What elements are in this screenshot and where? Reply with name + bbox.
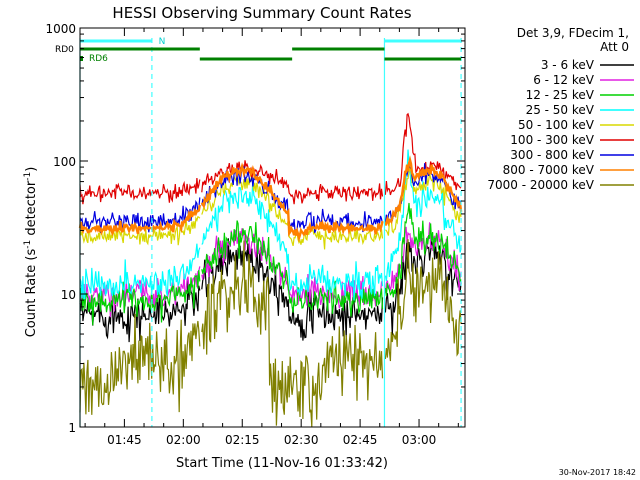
y-axis-label: Count Rate (s-1 detector-1) (23, 167, 39, 338)
plot-frame (79, 27, 466, 428)
x-tick-label-5: 02:45 (343, 433, 378, 447)
x-tick-label-2: 02:00 (166, 433, 201, 447)
timestamp: 30-Nov-2017 18:42 (559, 468, 636, 477)
chart-title: HESSI Observing Summary Count Rates (112, 4, 411, 22)
series-curve-9 (79, 239, 462, 428)
rd6-label: RD6 (89, 54, 108, 64)
legend-label-6: 100 - 300 keV (510, 133, 594, 147)
x-tick-label-3: 02:15 (225, 433, 260, 447)
legend-title-line2: Att 0 (600, 40, 629, 54)
x-tick-label-6: 03:00 (402, 433, 437, 447)
y-tick-label-3: 100 (53, 155, 76, 169)
legend-label-3: 12 - 25 keV (526, 88, 595, 102)
legend-title-line1: Det 3,9, FDecim 1, (517, 26, 629, 40)
legend-label-1: 3 - 6 keV (541, 58, 595, 72)
night-flag-label: N (159, 37, 166, 47)
x-tick-label-4: 02:30 (284, 433, 319, 447)
legend-label-5: 50 - 100 keV (518, 118, 595, 132)
series-curve-8 (78, 155, 463, 243)
legend-label-9: 7000 - 20000 keV (487, 178, 594, 192)
legend-label-8: 800 - 7000 keV (503, 163, 595, 177)
series-curves (78, 112, 463, 428)
rd6-marker (80, 56, 83, 61)
series-curve-5 (79, 167, 462, 250)
plot-axes: 1 10 100 1000 01:45 02:00 02:15 02:30 02:45 03:00 (45, 22, 466, 447)
rd0-label: RD0 (55, 45, 74, 55)
x-axis-label: Start Time (11-Nov-16 01:33:42) (176, 456, 388, 471)
y-tick-label-1: 1 (68, 421, 76, 435)
legend-label-2: 6 - 12 keV (533, 73, 595, 87)
y-tick-label-2: 10 (61, 288, 76, 302)
y-tick-label-4: 1000 (45, 22, 76, 36)
legend-label-7: 300 - 800 keV (510, 148, 594, 162)
legend-label-4: 25 - 50 keV (526, 103, 595, 117)
x-tick-label-1: 01:45 (107, 433, 142, 447)
